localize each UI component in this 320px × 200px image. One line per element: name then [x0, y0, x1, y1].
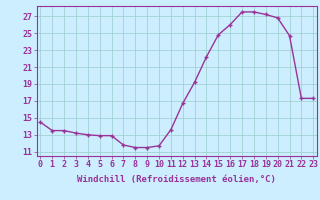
- X-axis label: Windchill (Refroidissement éolien,°C): Windchill (Refroidissement éolien,°C): [77, 175, 276, 184]
